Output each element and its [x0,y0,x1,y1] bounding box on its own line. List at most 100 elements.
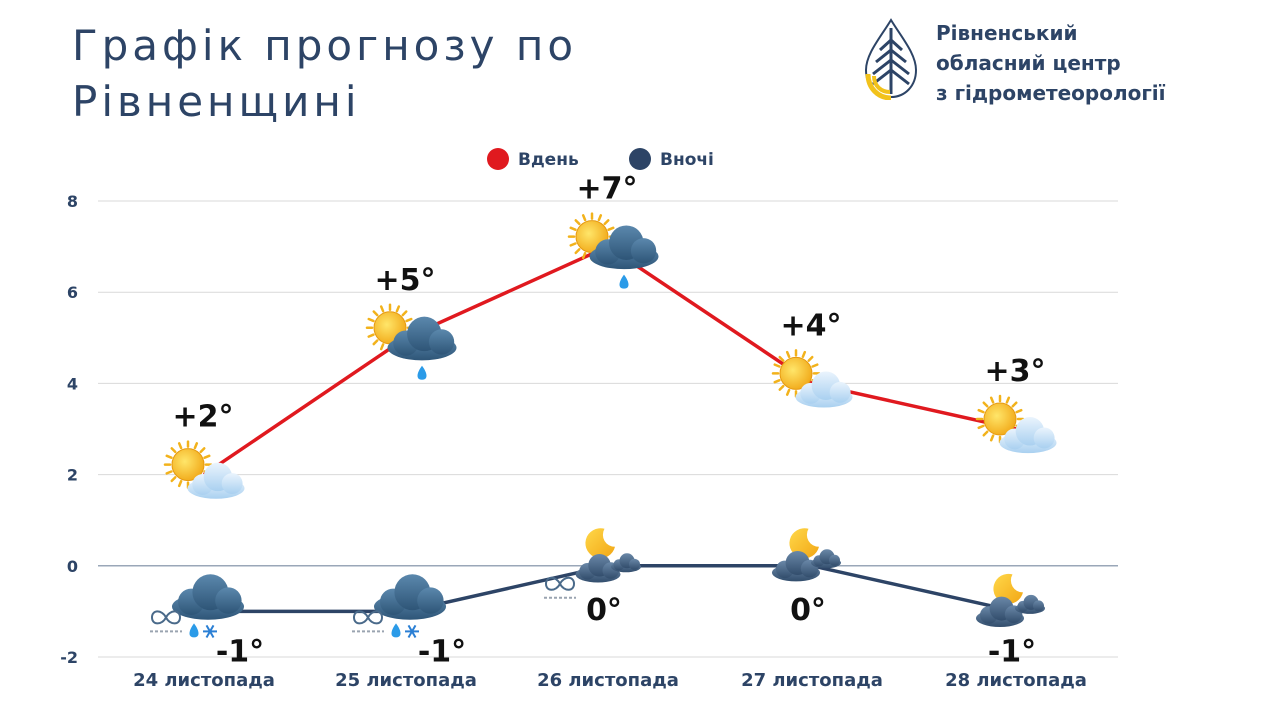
page-title: Графік прогнозу по Рівненщині [72,18,577,130]
moon-crescent [585,528,615,559]
sun-ray [1005,396,1011,404]
cloud-part [829,554,840,566]
y-tick-label: 2 [67,466,78,485]
moon-crescent [789,528,819,559]
sun-ray [989,434,995,442]
title-line-2: Рівненщині [72,77,361,126]
cloud-shape [611,553,641,573]
sun-ray [977,408,985,414]
sun-ray [1015,408,1023,414]
y-tick-label: 0 [67,557,78,576]
sun-disc [983,402,1017,436]
night-data-label: -1° [216,634,264,669]
sun-cloud-icon [771,349,853,408]
chart-lines [203,244,1017,614]
cloud-shape [589,225,659,270]
sun-ray [597,214,603,222]
x-tick-label: 27 листопада [741,670,883,691]
sun-ray [778,355,785,362]
x-tick-label: 25 листопада [335,670,477,691]
raindrop [417,365,427,380]
cloud-shape [795,371,853,408]
fog-loop [544,576,576,591]
sun-disc [779,356,813,390]
sun-ray [607,226,615,231]
cloud-part [428,329,455,355]
y-tick-label: 4 [67,374,78,393]
sun-ray [170,447,177,454]
sun-ray [367,317,375,323]
sun-cloud-rain-icon [365,303,457,380]
sun-ray [165,470,173,475]
cloud-part [1033,600,1044,612]
legend-label: Вдень [518,150,579,170]
chart-legend: Вдень Вночі [487,148,714,170]
sun-ray [807,355,814,362]
org-line-2: обласний центр [936,51,1121,75]
cloud-rain-snow-fog-icon [150,574,244,638]
day-data-label: +3° [984,354,1045,389]
moon-cloud-icon [772,528,841,582]
cloud-shape [811,549,841,569]
moon-cloud-fog-icon [544,528,641,599]
chart-grid: 8 6 4 2 0 -2 24 листопада 25 листопада 26 листоп… [60,192,1118,691]
day-data-label: +5° [374,263,435,298]
cloud-shape [772,551,820,582]
sun-ray [177,442,183,450]
sun-ray [773,379,781,384]
sun-ray [379,343,385,351]
title-line-1: Графік прогнозу по [72,21,578,70]
cloud-shape [999,417,1057,454]
moon-cloud-rain-snow-fog-icon [352,574,446,638]
sun-ray [395,305,401,313]
raindrop [391,623,401,638]
cloud-part [829,381,851,403]
cloud-part [1033,427,1055,449]
sun-ray [982,401,989,408]
sun-ray [372,310,379,317]
sun-ray [982,430,989,437]
cloud-part [630,238,657,264]
sun-cloud-rain-icon [567,212,659,289]
cloud-shape [575,554,621,583]
sun-ray [581,251,587,260]
sun-ray [574,219,581,226]
x-tick-label: 28 листопада [945,670,1087,691]
day-data-label: +2° [172,400,233,435]
sun-cloud-icon [975,394,1057,454]
sun-ray [401,310,408,317]
y-tick-label: 6 [67,283,78,302]
organization-name: Рівненський обласний центр з гідрометеор… [936,18,1166,108]
org-line-1: Рівненський [936,21,1078,45]
sun-ray [581,214,587,222]
x-tick-label: 24 листопада [133,670,275,691]
cloud-part [215,587,242,614]
sun-ray [372,339,379,346]
x-tick-label: 26 листопада [537,670,679,691]
cloud-part [221,473,243,494]
snowflake-arm [407,624,417,638]
cloud-part [417,587,444,614]
y-tick-label: 8 [67,192,78,211]
day-data-label: +7° [576,172,637,207]
cloud-part [629,558,640,570]
sun-ray [785,350,791,359]
sun-ray [569,242,577,247]
legend-marker [629,148,651,170]
cloud-shape [1015,594,1045,614]
cloud-shape [187,462,245,499]
org-line-3: з гідрометеорології [936,81,1166,105]
chart-weather-icons [150,212,1057,638]
sun-ray [379,305,385,313]
day-data-label: +4° [780,308,841,343]
sun-ray [574,248,581,255]
sun-ray [778,384,785,391]
cloud-shape [387,316,457,361]
organization-logo: Рівненський обласний центр з гідрометеор… [860,18,1220,108]
cloud-shape [976,596,1024,627]
sun-ray [801,350,807,359]
legend-marker [487,148,509,170]
sun-ray [170,476,177,483]
sun-ray [603,219,610,226]
sun-cloud-icon [163,440,245,499]
